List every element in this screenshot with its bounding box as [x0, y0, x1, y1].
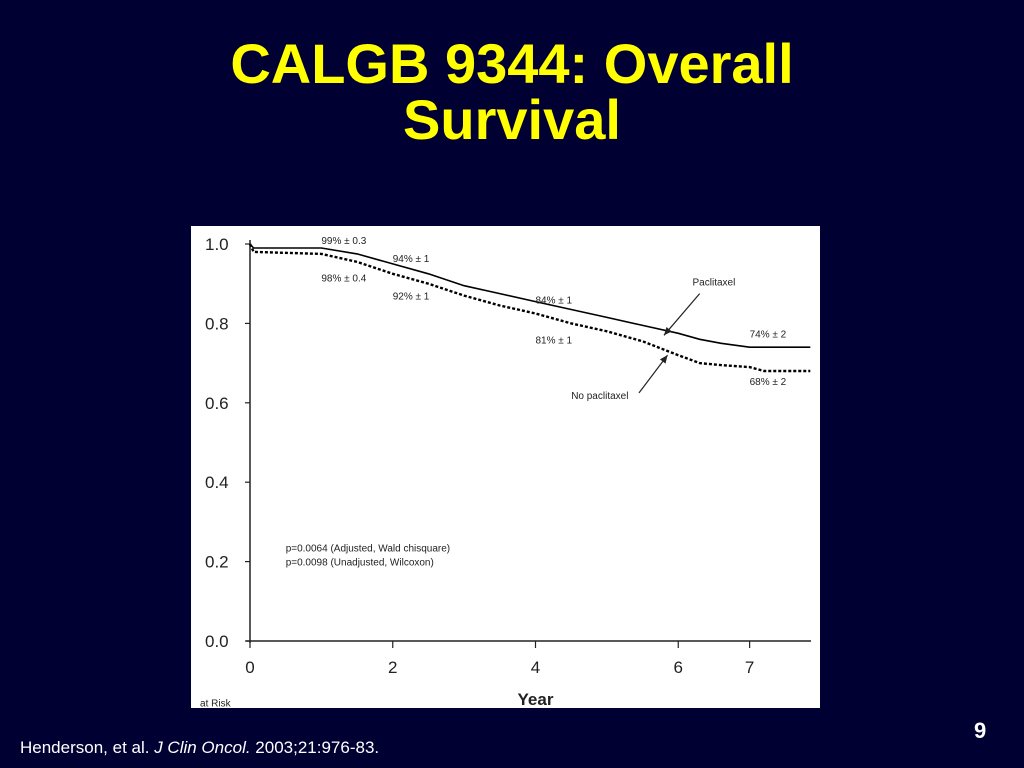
- citation-authors: Henderson, et al.: [20, 738, 155, 757]
- x-tick-label-0: 0: [245, 658, 254, 677]
- slide-title-line-1: CALGB 9344: Overall: [230, 32, 794, 95]
- annotation-74-2: 74% ± 2: [750, 329, 787, 340]
- series-line-no-paclitaxel: [248, 243, 811, 373]
- page-number: 9: [974, 718, 987, 743]
- annotation-68-2: 68% ± 2: [750, 377, 787, 388]
- y-tick-label-0-8: 0.8: [205, 314, 229, 333]
- annotation-81-1: 81% ± 1: [536, 335, 573, 346]
- slide-title: CALGB 9344: Overall Survival: [0, 36, 1024, 148]
- annotation-84-1: 84% ± 1: [536, 296, 573, 307]
- annotation-at-risk: at Risk: [200, 699, 232, 708]
- annotation-98-0-4: 98% ± 0.4: [321, 274, 366, 285]
- x-tick-label-2: 2: [388, 658, 397, 677]
- x-axis-title: Year: [518, 690, 554, 708]
- annotation-no-paclitaxel: No paclitaxel: [571, 391, 628, 402]
- citation-journal: J Clin Oncol.: [154, 738, 251, 757]
- annotation-paclitaxel: Paclitaxel: [693, 278, 736, 289]
- annotation-94-1: 94% ± 1: [393, 254, 430, 265]
- footer-citation: Henderson, et al. J Clin Oncol. 2003;21:…: [20, 738, 379, 758]
- x-tick-label-6: 6: [674, 658, 683, 677]
- y-tick-label-0-6: 0.6: [205, 394, 229, 413]
- survival-chart: 0.0 0.2 0.4 0.6 0.8 1.0 0 2 4 6 7 Year 99% ± 0.3 94% …: [200, 235, 811, 708]
- x-tick-label-4: 4: [531, 658, 540, 677]
- annotation-92-1: 92% ± 1: [393, 292, 430, 303]
- y-tick-label-1-0: 1.0: [205, 235, 229, 254]
- y-tick-label-0-0: 0.0: [205, 632, 229, 651]
- citation-details: 2003;21:976-83.: [250, 738, 380, 757]
- annotation-p-0-0064-adjusted-wald-chisquare: p=0.0064 (Adjusted, Wald chisquare): [286, 544, 450, 555]
- annotation-p-0-0098-unadjusted-wilcoxon: p=0.0098 (Unadjusted, Wilcoxon): [286, 558, 434, 569]
- survival-chart-panel: 0.0 0.2 0.4 0.6 0.8 1.0 0 2 4 6 7 Year 99% ± 0.3 94% …: [191, 226, 820, 708]
- annotation-99-0-3: 99% ± 0.3: [321, 236, 366, 247]
- y-tick-label-0-4: 0.4: [205, 473, 229, 492]
- x-tick-label-7: 7: [745, 658, 754, 677]
- paclitaxel-arrow-shaft: [663, 293, 701, 336]
- y-tick-label-0-2: 0.2: [205, 553, 229, 572]
- slide-title-line-2: Survival: [403, 88, 621, 151]
- no-paclitaxel-arrow-head: [659, 355, 668, 364]
- series-line-paclitaxel: [249, 243, 811, 348]
- paclitaxel-arrow-head: [663, 326, 672, 336]
